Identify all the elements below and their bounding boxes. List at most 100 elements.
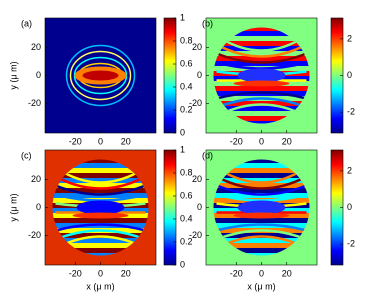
colorbar-tick-label: 0 (180, 127, 185, 137)
x-tick-label: -20 (230, 268, 243, 278)
x-tick-label: 20 (121, 136, 131, 146)
image-arc (216, 97, 307, 109)
colorbar (163, 17, 177, 134)
image-arc (216, 223, 307, 232)
image-stripe (213, 46, 310, 51)
colorbar-tick-label: 0.8 (180, 35, 193, 45)
image-arc (55, 229, 146, 241)
image-stripe (52, 188, 149, 193)
colorbar-tick-label: 0.6 (180, 190, 193, 200)
image-stripe (213, 106, 310, 111)
y-tick-label: 20 (192, 42, 202, 52)
image-stripe (52, 173, 149, 178)
image-core (237, 68, 286, 83)
x-axis-label: x (μ m) (247, 281, 275, 291)
y-tick-label: -20 (189, 98, 202, 108)
image-ring (69, 50, 132, 101)
colorbar-tick-label: -2 (347, 238, 355, 248)
image-stripe (52, 243, 149, 248)
colorbar-tick-label: 0 (347, 70, 352, 80)
y-tick-label: 20 (31, 42, 41, 52)
y-tick-label: 0 (197, 70, 202, 80)
image-stripe (213, 188, 310, 193)
panel-label: (c) (21, 150, 32, 160)
image-stripe (213, 218, 310, 223)
colorbar-tick-label: 0.2 (180, 104, 193, 114)
x-tick-label: 20 (121, 268, 131, 278)
image-stripe (52, 163, 149, 168)
x-tick-label: 0 (98, 136, 103, 146)
image-core (76, 200, 125, 215)
image-core (233, 80, 290, 87)
image-stripe (52, 159, 149, 163)
image-core (237, 200, 286, 215)
colorbar (163, 149, 177, 266)
image-arc (215, 175, 308, 190)
colorbar-tick-label: 0.2 (180, 236, 193, 246)
image-arc (55, 184, 146, 196)
colorbar-tick-label: 0.8 (180, 167, 193, 177)
y-tick-label: 0 (197, 202, 202, 212)
colorbar-tick-label: -2 (347, 106, 355, 116)
y-tick-label: 0 (36, 70, 41, 80)
image-stripe (213, 27, 310, 31)
image-stripe (52, 183, 149, 188)
panel: -20 0 20 -20 0 20 (c) y (μ m) x (μ m) 0 0.2 0.4 0.6 0… (8, 144, 192, 291)
y-tick-label: -20 (28, 230, 41, 240)
y-tick-label: -20 (28, 98, 41, 108)
image-stripe (213, 163, 310, 168)
y-axis-label: y (μ m) (8, 61, 18, 89)
image-disc (52, 159, 149, 256)
image-arc (216, 229, 307, 241)
image-core (72, 212, 129, 219)
image-stripe (213, 243, 310, 248)
x-tick-label: 20 (282, 268, 292, 278)
colorbar-tick-label: 2 (347, 165, 352, 175)
image-arc (55, 223, 146, 232)
x-tick-label: 0 (259, 136, 264, 146)
colorbar-tick-label: 0.6 (180, 58, 193, 68)
panel-label: (b) (202, 18, 213, 28)
x-tick-label: -20 (69, 136, 82, 146)
image-stripe (213, 159, 310, 163)
image-stripe (213, 36, 310, 41)
x-axis-label: x (μ m) (86, 281, 114, 291)
image-stripe (52, 218, 149, 223)
image-stripe (213, 116, 310, 121)
image-arc (54, 175, 147, 190)
image-stripe (213, 51, 310, 56)
y-axis-label: y (μ m) (8, 193, 18, 221)
x-tick-label: 0 (259, 268, 264, 278)
image-stripe (213, 168, 310, 173)
image-stripe (52, 238, 149, 243)
colorbar-tick-label: 0 (347, 202, 352, 212)
image-stripe (213, 178, 310, 183)
colorbar-tick-label: 0.4 (180, 213, 193, 223)
image-disc (213, 27, 310, 124)
image-stripe (213, 253, 310, 256)
image-stripe (52, 253, 149, 256)
image-disc (213, 159, 310, 256)
image-stripe (213, 173, 310, 178)
colorbar-tick-label: 2 (347, 33, 352, 43)
image-stripe (213, 248, 310, 253)
x-tick-label: -20 (69, 268, 82, 278)
image-arc (216, 52, 307, 64)
image-stripe (52, 248, 149, 253)
y-tick-label: -20 (189, 230, 202, 240)
panel-label: (d) (202, 150, 213, 160)
x-tick-label: 0 (98, 268, 103, 278)
image-stripe (213, 111, 310, 116)
colorbar-tick-label: 0.4 (180, 81, 193, 91)
image-stripe (213, 86, 310, 91)
image-core (82, 70, 119, 81)
y-tick-label: 20 (31, 174, 41, 184)
panel: -20 0 20 -20 0 20 (a) y (μ m) 0 0.2 0.4 0.6 0.8 1 (8, 12, 192, 146)
image-stripe (213, 56, 310, 61)
x-tick-label: 20 (282, 136, 292, 146)
image-arc (216, 91, 307, 100)
image-stripe (213, 31, 310, 36)
